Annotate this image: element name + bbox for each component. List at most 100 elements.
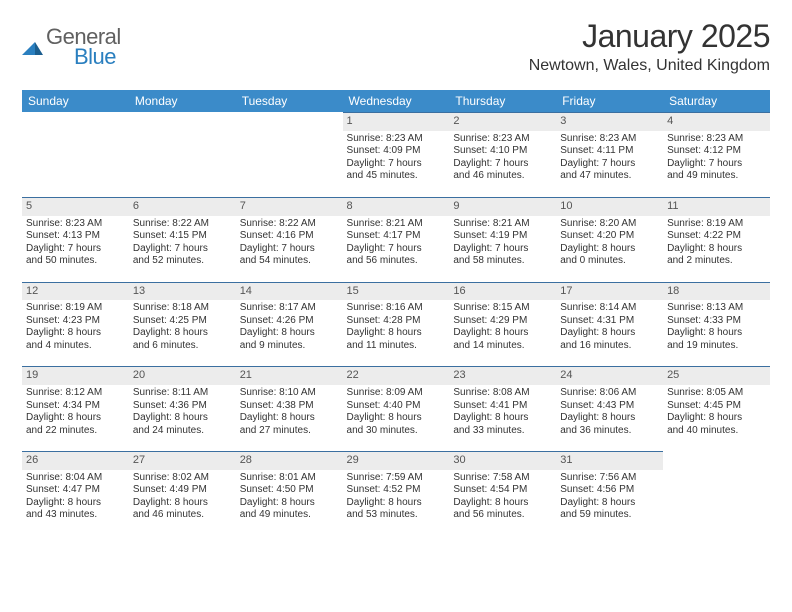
calendar-week-row: 19Sunrise: 8:12 AMSunset: 4:34 PMDayligh… <box>22 366 770 447</box>
day-details: Sunrise: 8:21 AMSunset: 4:17 PMDaylight:… <box>343 216 450 278</box>
sunset-text: Sunset: 4:41 PM <box>453 400 552 413</box>
sunrise-text: Sunrise: 8:23 AM <box>453 133 552 146</box>
daylight-text: and 50 minutes. <box>26 255 125 268</box>
day-details: Sunrise: 8:21 AMSunset: 4:19 PMDaylight:… <box>449 216 556 278</box>
sunset-text: Sunset: 4:10 PM <box>453 145 552 158</box>
day-details: Sunrise: 8:23 AMSunset: 4:11 PMDaylight:… <box>556 131 663 193</box>
daylight-text: Daylight: 8 hours <box>560 497 659 510</box>
col-monday: Monday <box>129 90 236 112</box>
daylight-text: Daylight: 8 hours <box>560 243 659 256</box>
day-number: 22 <box>343 367 450 385</box>
calendar-table: Sunday Monday Tuesday Wednesday Thursday… <box>22 90 770 532</box>
sunrise-text: Sunrise: 8:10 AM <box>240 387 339 400</box>
calendar-cell: 13Sunrise: 8:18 AMSunset: 4:25 PMDayligh… <box>129 282 236 363</box>
sunrise-text: Sunrise: 8:16 AM <box>347 302 446 315</box>
day-details: Sunrise: 7:59 AMSunset: 4:52 PMDaylight:… <box>343 470 450 532</box>
day-number: 30 <box>449 452 556 470</box>
daylight-text: Daylight: 8 hours <box>453 412 552 425</box>
sunrise-text: Sunrise: 8:19 AM <box>26 302 125 315</box>
daylight-text: and 22 minutes. <box>26 425 125 438</box>
calendar-cell: 27Sunrise: 8:02 AMSunset: 4:49 PMDayligh… <box>129 451 236 532</box>
calendar-week-row: 12Sunrise: 8:19 AMSunset: 4:23 PMDayligh… <box>22 282 770 363</box>
logo-triangle-icon <box>22 39 44 62</box>
calendar-cell: 22 Sunrise: 8:09 AMSunset: 4:40 PMDayligh… <box>343 366 450 447</box>
daylight-text: Daylight: 8 hours <box>240 412 339 425</box>
daylight-text: and 27 minutes. <box>240 425 339 438</box>
daylight-text: Daylight: 7 hours <box>133 243 232 256</box>
sunset-text: Sunset: 4:19 PM <box>453 230 552 243</box>
daylight-text: and 56 minutes. <box>347 255 446 268</box>
day-details: Sunrise: 8:10 AMSunset: 4:38 PMDaylight:… <box>236 385 343 447</box>
daylight-text: Daylight: 8 hours <box>667 243 766 256</box>
daylight-text: Daylight: 8 hours <box>133 327 232 340</box>
day-number: 15 <box>343 283 450 301</box>
day-header-row: Sunday Monday Tuesday Wednesday Thursday… <box>22 90 770 112</box>
daylight-text: Daylight: 8 hours <box>26 327 125 340</box>
daylight-text: Daylight: 7 hours <box>240 243 339 256</box>
header: General Blue January 2025 Newtown, Wales… <box>22 18 770 76</box>
calendar-cell: 4Sunrise: 8:23 AMSunset: 4:12 PMDaylight… <box>663 112 770 193</box>
day-details: Sunrise: 7:56 AMSunset: 4:56 PMDaylight:… <box>556 470 663 532</box>
sunrise-text: Sunrise: 8:22 AM <box>133 218 232 231</box>
sunset-text: Sunset: 4:23 PM <box>26 315 125 328</box>
calendar-cell: 30Sunrise: 7:58 AMSunset: 4:54 PMDayligh… <box>449 451 556 532</box>
sunrise-text: Sunrise: 8:08 AM <box>453 387 552 400</box>
day-number: 17 <box>556 283 663 301</box>
sunset-text: Sunset: 4:12 PM <box>667 145 766 158</box>
sunrise-text: Sunrise: 8:17 AM <box>240 302 339 315</box>
daylight-text: Daylight: 7 hours <box>453 243 552 256</box>
day-details: Sunrise: 8:01 AMSunset: 4:50 PMDaylight:… <box>236 470 343 532</box>
sunrise-text: Sunrise: 8:14 AM <box>560 302 659 315</box>
sunrise-text: Sunrise: 8:13 AM <box>667 302 766 315</box>
sunset-text: Sunset: 4:17 PM <box>347 230 446 243</box>
daylight-text: Daylight: 8 hours <box>667 327 766 340</box>
calendar-cell: 26Sunrise: 8:04 AMSunset: 4:47 PMDayligh… <box>22 451 129 532</box>
calendar-cell <box>663 451 770 532</box>
sunrise-text: Sunrise: 8:09 AM <box>347 387 446 400</box>
sunrise-text: Sunrise: 8:12 AM <box>26 387 125 400</box>
sunset-text: Sunset: 4:11 PM <box>560 145 659 158</box>
day-number: 27 <box>129 452 236 470</box>
day-number: 14 <box>236 283 343 301</box>
day-number: 28 <box>236 452 343 470</box>
sunset-text: Sunset: 4:40 PM <box>347 400 446 413</box>
sunrise-text: Sunrise: 8:22 AM <box>240 218 339 231</box>
day-number: 18 <box>663 283 770 301</box>
sunset-text: Sunset: 4:43 PM <box>560 400 659 413</box>
daylight-text: Daylight: 8 hours <box>453 497 552 510</box>
calendar-cell: 23Sunrise: 8:08 AMSunset: 4:41 PMDayligh… <box>449 366 556 447</box>
daylight-text: Daylight: 8 hours <box>133 497 232 510</box>
daylight-text: and 11 minutes. <box>347 340 446 353</box>
calendar-cell: 24Sunrise: 8:06 AMSunset: 4:43 PMDayligh… <box>556 366 663 447</box>
sunrise-text: Sunrise: 8:23 AM <box>560 133 659 146</box>
sunrise-text: Sunrise: 8:21 AM <box>347 218 446 231</box>
day-number: 20 <box>129 367 236 385</box>
daylight-text: Daylight: 8 hours <box>347 412 446 425</box>
day-number: 8 <box>343 198 450 216</box>
day-details: Sunrise: 8:15 AMSunset: 4:29 PMDaylight:… <box>449 300 556 362</box>
day-number: 7 <box>236 198 343 216</box>
calendar-cell: 25Sunrise: 8:05 AMSunset: 4:45 PMDayligh… <box>663 366 770 447</box>
day-number: 9 <box>449 198 556 216</box>
daylight-text: and 46 minutes. <box>453 170 552 183</box>
daylight-text: Daylight: 7 hours <box>26 243 125 256</box>
daylight-text: and 30 minutes. <box>347 425 446 438</box>
sunrise-text: Sunrise: 8:18 AM <box>133 302 232 315</box>
calendar-cell: 14Sunrise: 8:17 AMSunset: 4:26 PMDayligh… <box>236 282 343 363</box>
calendar-cell: 8Sunrise: 8:21 AMSunset: 4:17 PMDaylight… <box>343 197 450 278</box>
col-saturday: Saturday <box>663 90 770 112</box>
calendar-cell: 31Sunrise: 7:56 AMSunset: 4:56 PMDayligh… <box>556 451 663 532</box>
calendar-cell: 29Sunrise: 7:59 AMSunset: 4:52 PMDayligh… <box>343 451 450 532</box>
calendar-cell: 21Sunrise: 8:10 AMSunset: 4:38 PMDayligh… <box>236 366 343 447</box>
sunrise-text: Sunrise: 8:20 AM <box>560 218 659 231</box>
sunset-text: Sunset: 4:28 PM <box>347 315 446 328</box>
sunset-text: Sunset: 4:33 PM <box>667 315 766 328</box>
daylight-text: and 58 minutes. <box>453 255 552 268</box>
calendar-cell: 11Sunrise: 8:19 AMSunset: 4:22 PMDayligh… <box>663 197 770 278</box>
day-details: Sunrise: 8:23 AMSunset: 4:09 PMDaylight:… <box>343 131 450 193</box>
col-wednesday: Wednesday <box>343 90 450 112</box>
day-details: Sunrise: 8:18 AMSunset: 4:25 PMDaylight:… <box>129 300 236 362</box>
calendar-cell: 18Sunrise: 8:13 AMSunset: 4:33 PMDayligh… <box>663 282 770 363</box>
daylight-text: and 16 minutes. <box>560 340 659 353</box>
sunrise-text: Sunrise: 7:58 AM <box>453 472 552 485</box>
